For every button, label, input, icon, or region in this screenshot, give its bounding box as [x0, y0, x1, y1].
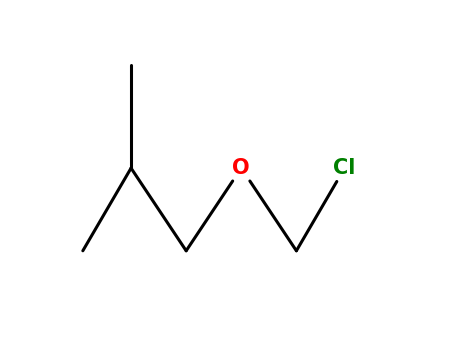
Text: O: O — [233, 158, 250, 178]
Text: Cl: Cl — [334, 158, 356, 178]
